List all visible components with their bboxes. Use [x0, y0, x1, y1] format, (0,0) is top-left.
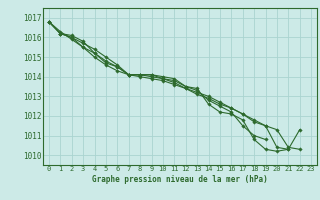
X-axis label: Graphe pression niveau de la mer (hPa): Graphe pression niveau de la mer (hPa) — [92, 175, 268, 184]
